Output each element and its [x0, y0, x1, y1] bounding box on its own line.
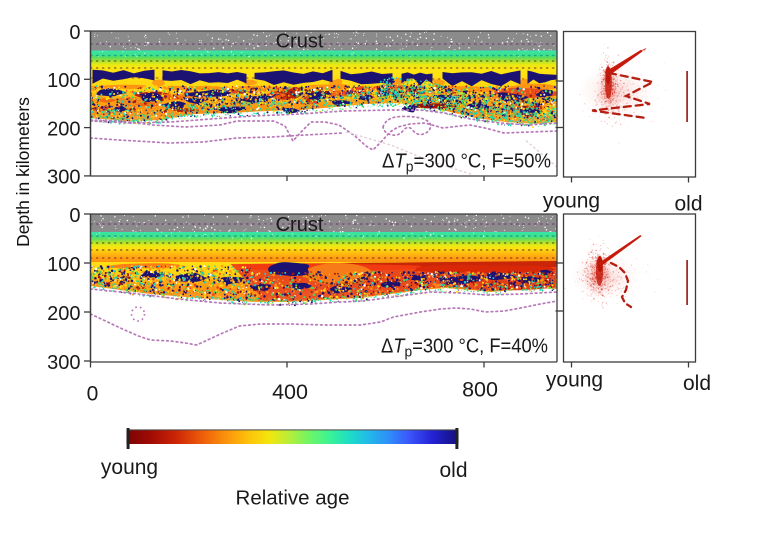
svg-text:young: young [543, 190, 600, 213]
svg-text:0: 0 [69, 22, 80, 44]
svg-text:old: old [674, 193, 702, 216]
svg-text:100: 100 [47, 254, 80, 276]
svg-text:Crust: Crust [276, 214, 324, 236]
svg-text:young: young [101, 456, 158, 479]
svg-text:200: 200 [47, 303, 80, 325]
svg-text:100: 100 [47, 70, 80, 92]
svg-text:300: 300 [47, 352, 80, 374]
svg-text:200: 200 [47, 118, 80, 140]
svg-text:300: 300 [47, 167, 80, 189]
svg-text:Crust: Crust [276, 31, 324, 53]
svg-text:0: 0 [69, 205, 80, 227]
svg-text:young: young [546, 369, 603, 392]
svg-text:Relative age: Relative age [236, 487, 350, 510]
svg-text:400: 400 [272, 380, 308, 404]
svg-text:800: 800 [462, 378, 498, 402]
svg-text:Depth in kilometers: Depth in kilometers [13, 97, 33, 247]
svg-text:old: old [439, 459, 467, 482]
svg-text:old: old [683, 372, 711, 395]
svg-text:ΔTp=300 °C, F=50%: ΔTp=300 °C, F=50% [382, 151, 551, 176]
svg-text:0: 0 [87, 383, 99, 406]
svg-text:ΔTp=300 °C, F=40%: ΔTp=300 °C, F=40% [381, 336, 548, 361]
